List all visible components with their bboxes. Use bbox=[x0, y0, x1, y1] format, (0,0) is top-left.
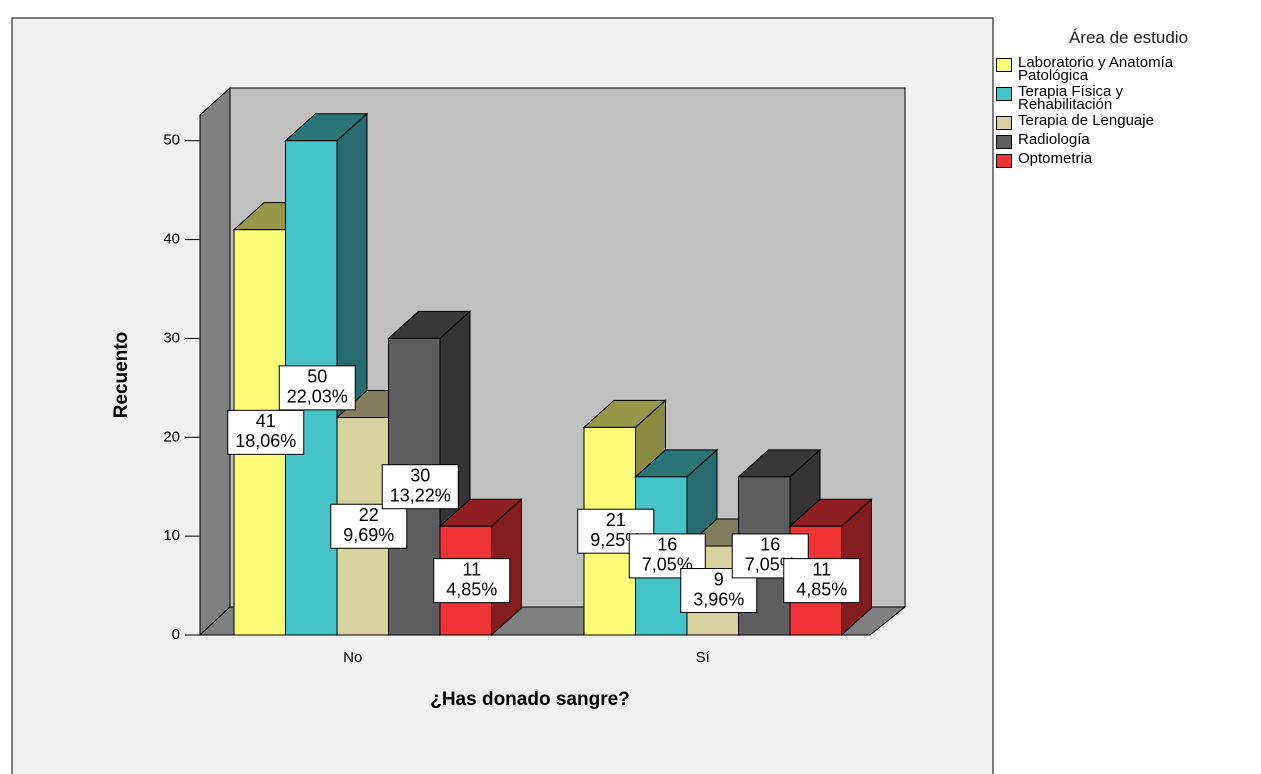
legend-label: Radiología bbox=[1018, 131, 1090, 148]
value-label: 93,96% bbox=[680, 568, 758, 614]
y-tick-label: 30 bbox=[163, 329, 180, 346]
legend-label: Terapia de Lenguaje bbox=[1018, 112, 1154, 129]
legend-item: Terapia de Lenguaje bbox=[996, 112, 1261, 130]
legend-swatch bbox=[996, 116, 1012, 130]
value-label-percent: 9,69% bbox=[343, 525, 394, 545]
value-label: 229,69% bbox=[330, 503, 408, 549]
value-label-percent: 7,05% bbox=[642, 555, 693, 575]
value-label-count: 9 bbox=[714, 569, 724, 589]
legend: Área de estudio Laboratorio y Anatomía P… bbox=[996, 28, 1261, 171]
value-label: 114,85% bbox=[783, 558, 861, 604]
value-label: 114,85% bbox=[433, 558, 511, 604]
y-tick-label: 40 bbox=[163, 231, 180, 248]
value-label-box bbox=[783, 558, 861, 604]
value-label-box bbox=[227, 409, 305, 455]
legend-label: Optometria bbox=[1018, 150, 1093, 167]
x-tick-label: Sí bbox=[696, 649, 711, 666]
side-wall bbox=[199, 86, 231, 637]
legend-item: Radiología bbox=[996, 131, 1261, 149]
value-label-percent: 22,03% bbox=[287, 387, 348, 407]
value-label-count: 11 bbox=[462, 559, 481, 579]
legend-label: Terapia Física y Rehabilitación bbox=[1018, 83, 1124, 113]
value-label-percent: 9,25% bbox=[590, 530, 641, 550]
legend-item: Terapia Física y Rehabilitación bbox=[996, 83, 1261, 113]
value-label-count: 41 bbox=[256, 411, 276, 431]
value-label-count: 22 bbox=[359, 505, 379, 525]
y-tick-label: 10 bbox=[163, 527, 180, 544]
value-label-box bbox=[433, 558, 511, 604]
legend-swatch bbox=[996, 87, 1012, 101]
value-label-count: 16 bbox=[760, 535, 780, 555]
x-axis-title: ¿Has donado sangre? bbox=[430, 689, 630, 710]
value-label-count: 21 bbox=[606, 510, 626, 530]
y-tick-label: 20 bbox=[163, 428, 180, 445]
value-label-percent: 13,22% bbox=[390, 485, 451, 505]
legend-swatch bbox=[996, 154, 1012, 168]
legend-item: Optometria bbox=[996, 150, 1261, 168]
legend-item: Laboratorio y Anatomía Patológica bbox=[996, 54, 1261, 84]
y-tick-label: 0 bbox=[172, 626, 180, 643]
value-label-percent: 4,85% bbox=[796, 579, 847, 599]
legend-title: Área de estudio bbox=[1068, 28, 1189, 47]
value-label-percent: 4,85% bbox=[446, 579, 497, 599]
value-label-box bbox=[381, 464, 459, 510]
value-label-percent: 3,96% bbox=[693, 589, 744, 609]
value-label-percent: 18,06% bbox=[235, 431, 296, 451]
legend-swatch bbox=[996, 58, 1012, 72]
value-label-count: 50 bbox=[307, 367, 327, 387]
x-tick-label: No bbox=[343, 649, 362, 666]
value-label-percent: 7,05% bbox=[745, 555, 796, 575]
legend-label: Laboratorio y Anatomía Patológica bbox=[1018, 54, 1174, 84]
legend-swatch bbox=[996, 135, 1012, 149]
value-label-count: 16 bbox=[657, 535, 677, 555]
value-label-count: 11 bbox=[812, 559, 831, 579]
value-label-count: 30 bbox=[410, 465, 430, 485]
y-tick-label: 50 bbox=[163, 132, 180, 149]
value-label-box bbox=[330, 503, 408, 549]
y-axis-title: Recuento bbox=[111, 332, 132, 419]
value-label-box bbox=[278, 365, 356, 411]
